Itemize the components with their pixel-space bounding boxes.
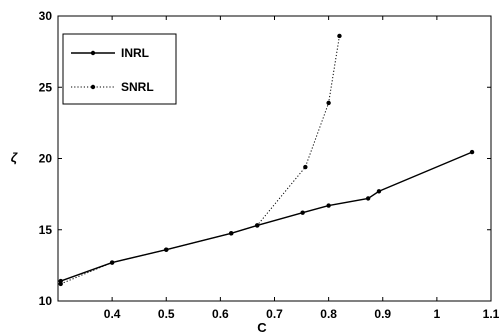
data-point-inrl xyxy=(469,149,475,155)
legend-box xyxy=(62,33,177,105)
series-line-inrl xyxy=(60,151,473,282)
data-point-inrl xyxy=(58,278,63,284)
data-point-inrl xyxy=(326,203,331,208)
x-tick-label: 0.8 xyxy=(320,307,337,321)
data-point-inrl xyxy=(164,247,169,252)
y-tick-label: 20 xyxy=(39,152,53,166)
data-point-inrl xyxy=(109,260,115,265)
plot-area xyxy=(58,33,475,287)
legend-marker-snrl xyxy=(90,84,96,90)
legend-marker-inrl xyxy=(90,50,96,56)
legend-label-inrl: INRL xyxy=(121,46,149,60)
y-tick-label: 25 xyxy=(39,80,53,94)
legend-label-snrl: SNRL xyxy=(121,80,154,94)
x-tick-label: 0.9 xyxy=(374,307,391,321)
data-point-inrl xyxy=(376,189,382,194)
x-tick-label: 0.6 xyxy=(212,307,229,321)
data-point-inrl xyxy=(254,223,260,228)
data-point-inrl xyxy=(365,196,371,201)
y-tick-label: 10 xyxy=(39,294,53,308)
y-axis-label: ζ xyxy=(11,150,18,165)
x-tick-label: 0.7 xyxy=(266,307,283,321)
x-tick-label: 1.1 xyxy=(483,307,500,321)
x-tick-label: 1 xyxy=(434,307,441,321)
data-point-snrl xyxy=(337,33,342,39)
axes: 0.4 0.5 0.6 0.7 0.8 0.9 1 1.1 10 15 20 25 30 xyxy=(39,9,500,321)
data-point-inrl xyxy=(300,210,305,215)
data-point-snrl xyxy=(303,164,308,170)
x-tick-label: 0.4 xyxy=(104,307,121,321)
y-tick-label: 30 xyxy=(39,9,53,23)
x-axis-label: C xyxy=(257,320,267,334)
y-tick-label: 15 xyxy=(39,223,53,237)
data-point-snrl xyxy=(326,100,331,106)
x-tick-label: 0.5 xyxy=(158,307,175,321)
data-point-inrl xyxy=(229,231,234,236)
legend: INRL SNRL xyxy=(62,33,177,105)
